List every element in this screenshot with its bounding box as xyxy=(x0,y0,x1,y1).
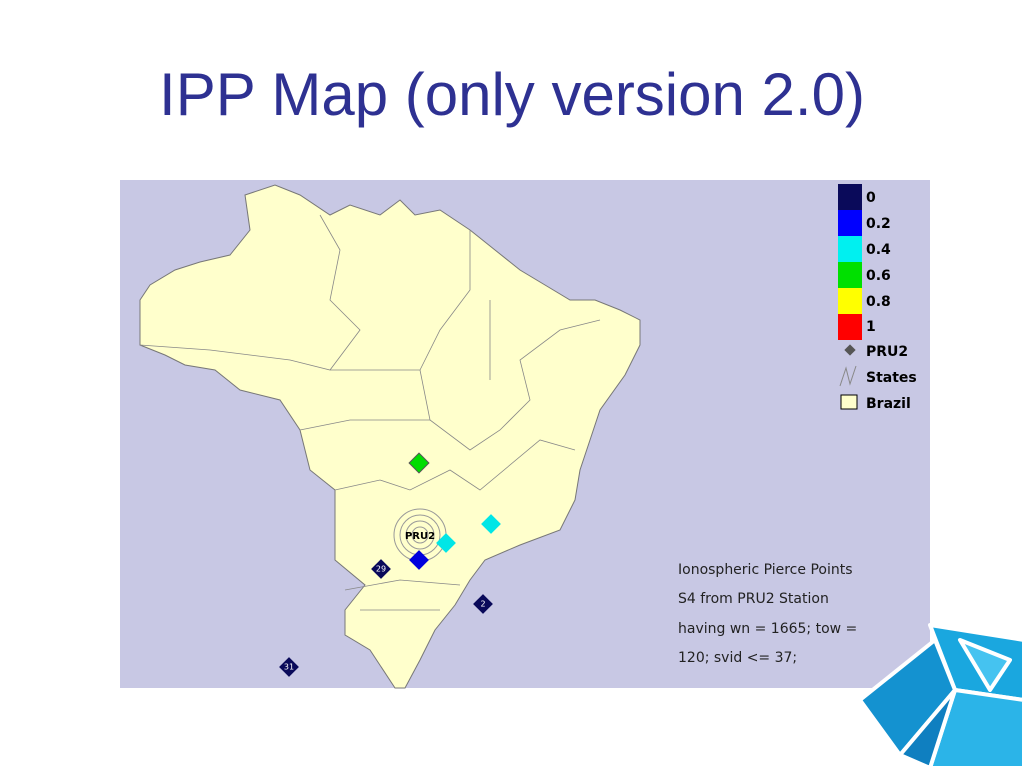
legend: 0 0.2 0.4 0.6 0.8 1 PRU2 States Brazil xyxy=(838,184,917,412)
legend-swatch xyxy=(838,262,862,288)
legend-swatch xyxy=(838,184,862,210)
note-line: 120; svid <= 37; xyxy=(678,650,797,666)
logo xyxy=(858,623,1024,768)
legend-label: 0 xyxy=(866,190,876,206)
legend-symbol xyxy=(840,394,858,410)
legend-swatch xyxy=(838,236,862,262)
legend-symbol xyxy=(839,365,857,387)
marker-label: 31 xyxy=(284,663,294,672)
brazil xyxy=(139,184,641,689)
note: Ionospheric Pierce Points S4 from PRU2 S… xyxy=(678,562,857,666)
marker xyxy=(408,452,430,474)
marker xyxy=(473,594,493,614)
marker-label: 2 xyxy=(480,600,485,609)
legend-label: States xyxy=(866,370,917,386)
legend-label: 1 xyxy=(866,319,876,335)
note-line: Ionospheric Pierce Points xyxy=(678,562,853,578)
legend-label: 0.8 xyxy=(866,294,891,310)
note-line: S4 from PRU2 Station xyxy=(678,591,829,607)
legend-label: Brazil xyxy=(866,396,911,412)
marker-label: 29 xyxy=(376,565,386,574)
legend-label: 0.6 xyxy=(866,268,891,284)
marker xyxy=(279,657,299,677)
marker xyxy=(436,533,456,553)
marker xyxy=(481,514,501,534)
marker xyxy=(371,559,391,579)
legend-label: 0.4 xyxy=(866,242,891,258)
pierce-points: 29 2 31 xyxy=(279,452,501,677)
station-label: PRU2 xyxy=(405,531,435,542)
slide-title: IPP Map (only version 2.0) xyxy=(159,61,865,128)
legend-label: PRU2 xyxy=(866,344,908,360)
legend-symbol xyxy=(844,344,856,356)
note-line: having wn = 1665; tow = xyxy=(678,621,857,637)
legend-swatch xyxy=(838,314,862,340)
marker xyxy=(409,550,429,570)
legend-swatch xyxy=(838,288,862,314)
legend-label: 0.2 xyxy=(866,216,891,232)
states xyxy=(139,214,601,611)
legend-swatch xyxy=(838,210,862,236)
